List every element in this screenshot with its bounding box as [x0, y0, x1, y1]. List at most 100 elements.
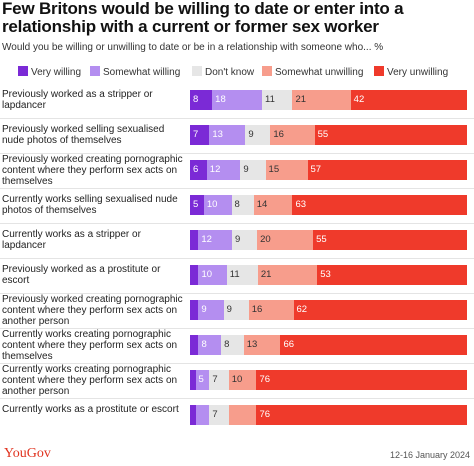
legend-label-somewhat-unwilling: Somewhat unwilling: [275, 67, 364, 78]
data-label: 6: [193, 164, 199, 175]
legend-item-very-unwilling: Very unwilling: [374, 66, 448, 80]
legend-swatch-dont-know: [192, 66, 202, 76]
bar-segment-somewhat-unwilling: 16: [248, 300, 294, 320]
data-label: 66: [283, 339, 295, 350]
legend-item-somewhat-unwilling: Somewhat unwilling: [262, 66, 363, 80]
category-label: Previously worked selling sexualised nud…: [2, 124, 165, 146]
data-label: 8: [234, 199, 240, 210]
bar-segment-somewhat-unwilling: 13: [243, 335, 281, 355]
bar-segment-very-unwilling: 57: [307, 160, 467, 180]
category-label: Previously worked as a prostitute or esc…: [2, 264, 161, 286]
bar-segment-somewhat-willing: 9: [198, 300, 224, 320]
category-label: Currently works creating pornographic co…: [2, 363, 178, 397]
data-label: 9: [201, 304, 207, 315]
data-label: 13: [212, 129, 223, 140]
row-divider: [0, 152, 474, 154]
bar-segment-very-willing: [190, 335, 199, 355]
bar-segment-very-willing: [190, 300, 199, 320]
data-label: 21: [295, 94, 307, 105]
data-label: 7: [193, 129, 199, 140]
legend-item-very-willing: Very willing: [18, 66, 81, 80]
bar-segment-dont-know: 7: [209, 405, 229, 425]
stacked-bar: 7 76: [190, 405, 467, 425]
bar-segment-somewhat-willing: 12: [198, 230, 232, 250]
bar-segment-very-willing: [190, 230, 199, 250]
data-label: 42: [353, 94, 365, 105]
data-label: 7: [212, 409, 218, 420]
data-label: 5: [193, 199, 199, 210]
data-label: 18: [215, 94, 226, 105]
row-divider: [0, 257, 474, 259]
bar-segment-somewhat-unwilling: 10: [228, 370, 257, 390]
data-label: 20: [260, 234, 271, 245]
category-label: Previously worked creating pornographic …: [2, 293, 183, 327]
bar-segment-very-unwilling: 66: [280, 335, 467, 355]
bar-segment-somewhat-unwilling: [228, 405, 257, 425]
data-label: 8: [193, 94, 199, 105]
bar-segment-somewhat-willing: 8: [198, 335, 222, 355]
yougov-logo: YouGov: [4, 446, 51, 461]
data-label: 13: [246, 339, 258, 350]
legend-label-somewhat-willing: Somewhat willing: [103, 67, 181, 78]
data-label: 15: [268, 164, 280, 175]
data-label: 5: [198, 374, 204, 385]
data-label: 12: [201, 234, 212, 245]
bar-segment-very-unwilling: 76: [256, 370, 467, 390]
stacked-bar: 9 9 16 62: [190, 300, 467, 320]
data-label: 57: [310, 164, 322, 175]
legend: Very willing Somewhat willing Don't know…: [18, 66, 474, 80]
data-label: 9: [248, 129, 254, 140]
data-label: 10: [206, 199, 218, 210]
bar-segment-somewhat-willing: 18: [212, 90, 263, 110]
legend-label-very-willing: Very willing: [31, 67, 82, 78]
category-label: Previously worked creating pornographic …: [2, 153, 183, 187]
stacked-bar: 7 13 9 16 55: [190, 125, 467, 145]
bar-segment-very-willing: 7: [190, 125, 210, 145]
row-divider: [0, 222, 474, 224]
row-divider: [0, 292, 474, 294]
chart-title: Few Britons would be willing to date or …: [2, 0, 404, 36]
row-divider: [0, 117, 474, 119]
bar-segment-very-unwilling: 76: [256, 405, 467, 425]
data-label: 16: [251, 304, 263, 315]
data-label: 7: [212, 374, 218, 385]
category-label: Currently works creating pornographic co…: [2, 328, 178, 362]
bar-segment-very-willing: 6: [190, 160, 207, 180]
bar-segment-very-willing: 5: [190, 195, 204, 215]
legend-label-dont-know: Don't know: [205, 67, 255, 78]
legend-swatch-very-willing: [18, 66, 28, 76]
bar-segment-somewhat-unwilling: 14: [253, 195, 293, 215]
data-label: 62: [296, 304, 308, 315]
bar-segment-very-willing: [190, 265, 199, 285]
stacked-bar: 5 7 10 76: [190, 370, 467, 390]
bar-segment-dont-know: 8: [231, 195, 254, 215]
category-label: Currently works as a stripper or lapdanc…: [2, 229, 141, 251]
data-label: 8: [201, 339, 207, 350]
bar-segment-dont-know: 11: [226, 265, 258, 285]
fieldwork-date: 12-16 January 2024: [389, 450, 470, 460]
bar-segment-somewhat-unwilling: 16: [270, 125, 315, 145]
bar-segment-very-willing: 8: [190, 90, 213, 110]
data-label: 76: [259, 409, 271, 420]
legend-swatch-very-unwilling: [374, 66, 384, 76]
bar-segment-somewhat-willing: 10: [198, 265, 227, 285]
bar-segment-very-unwilling: 42: [350, 90, 467, 110]
legend-item-dont-know: Don't know: [192, 66, 254, 80]
bar-segment-very-willing: [190, 405, 196, 425]
legend-swatch-somewhat-unwilling: [262, 66, 272, 76]
bar-segment-dont-know: 9: [223, 300, 249, 320]
bar-segment-somewhat-willing: 12: [206, 160, 241, 180]
stacked-bar: 8 8 13 66: [190, 335, 467, 355]
data-label: 8: [224, 339, 230, 350]
data-label: 55: [316, 234, 327, 245]
legend-swatch-somewhat-willing: [90, 66, 100, 76]
bar-segment-dont-know: 7: [209, 370, 229, 390]
bar-segment-somewhat-unwilling: 21: [257, 265, 318, 285]
data-label: 9: [243, 164, 249, 175]
bar-segment-dont-know: 9: [231, 230, 258, 250]
bar-segment-very-unwilling: 62: [293, 300, 467, 320]
bar-segment-somewhat-willing: 5: [195, 370, 210, 390]
row-divider: [0, 187, 474, 189]
data-label: 14: [256, 199, 268, 210]
data-label: 63: [295, 199, 307, 210]
